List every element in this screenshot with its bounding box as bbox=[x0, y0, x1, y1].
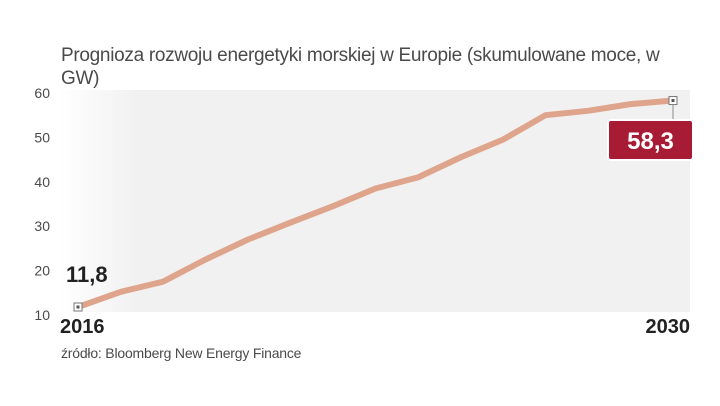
x-end-label: 2030 bbox=[646, 316, 691, 338]
y-tick-label: 40 bbox=[34, 174, 50, 190]
y-tick-label: 60 bbox=[34, 85, 50, 101]
start-value-label: 11,8 bbox=[66, 262, 108, 287]
chart-title: Prognioza rozwoju energetyki morskiej w … bbox=[61, 45, 660, 89]
y-tick-label: 10 bbox=[34, 307, 50, 323]
end-point-marker-dot bbox=[671, 99, 675, 103]
y-tick-label: 20 bbox=[34, 263, 50, 279]
end-value-label: 58,3 bbox=[627, 128, 674, 155]
end-value-box bbox=[607, 119, 694, 161]
source-note: źródło: Bloomberg New Energy Finance bbox=[61, 345, 302, 361]
x-start-label: 2016 bbox=[60, 316, 105, 338]
plot-background bbox=[60, 90, 690, 312]
series-line bbox=[75, 97, 676, 310]
start-point-marker-dot bbox=[76, 305, 80, 309]
y-tick-label: 30 bbox=[34, 218, 50, 234]
y-tick-label: 50 bbox=[34, 129, 50, 145]
